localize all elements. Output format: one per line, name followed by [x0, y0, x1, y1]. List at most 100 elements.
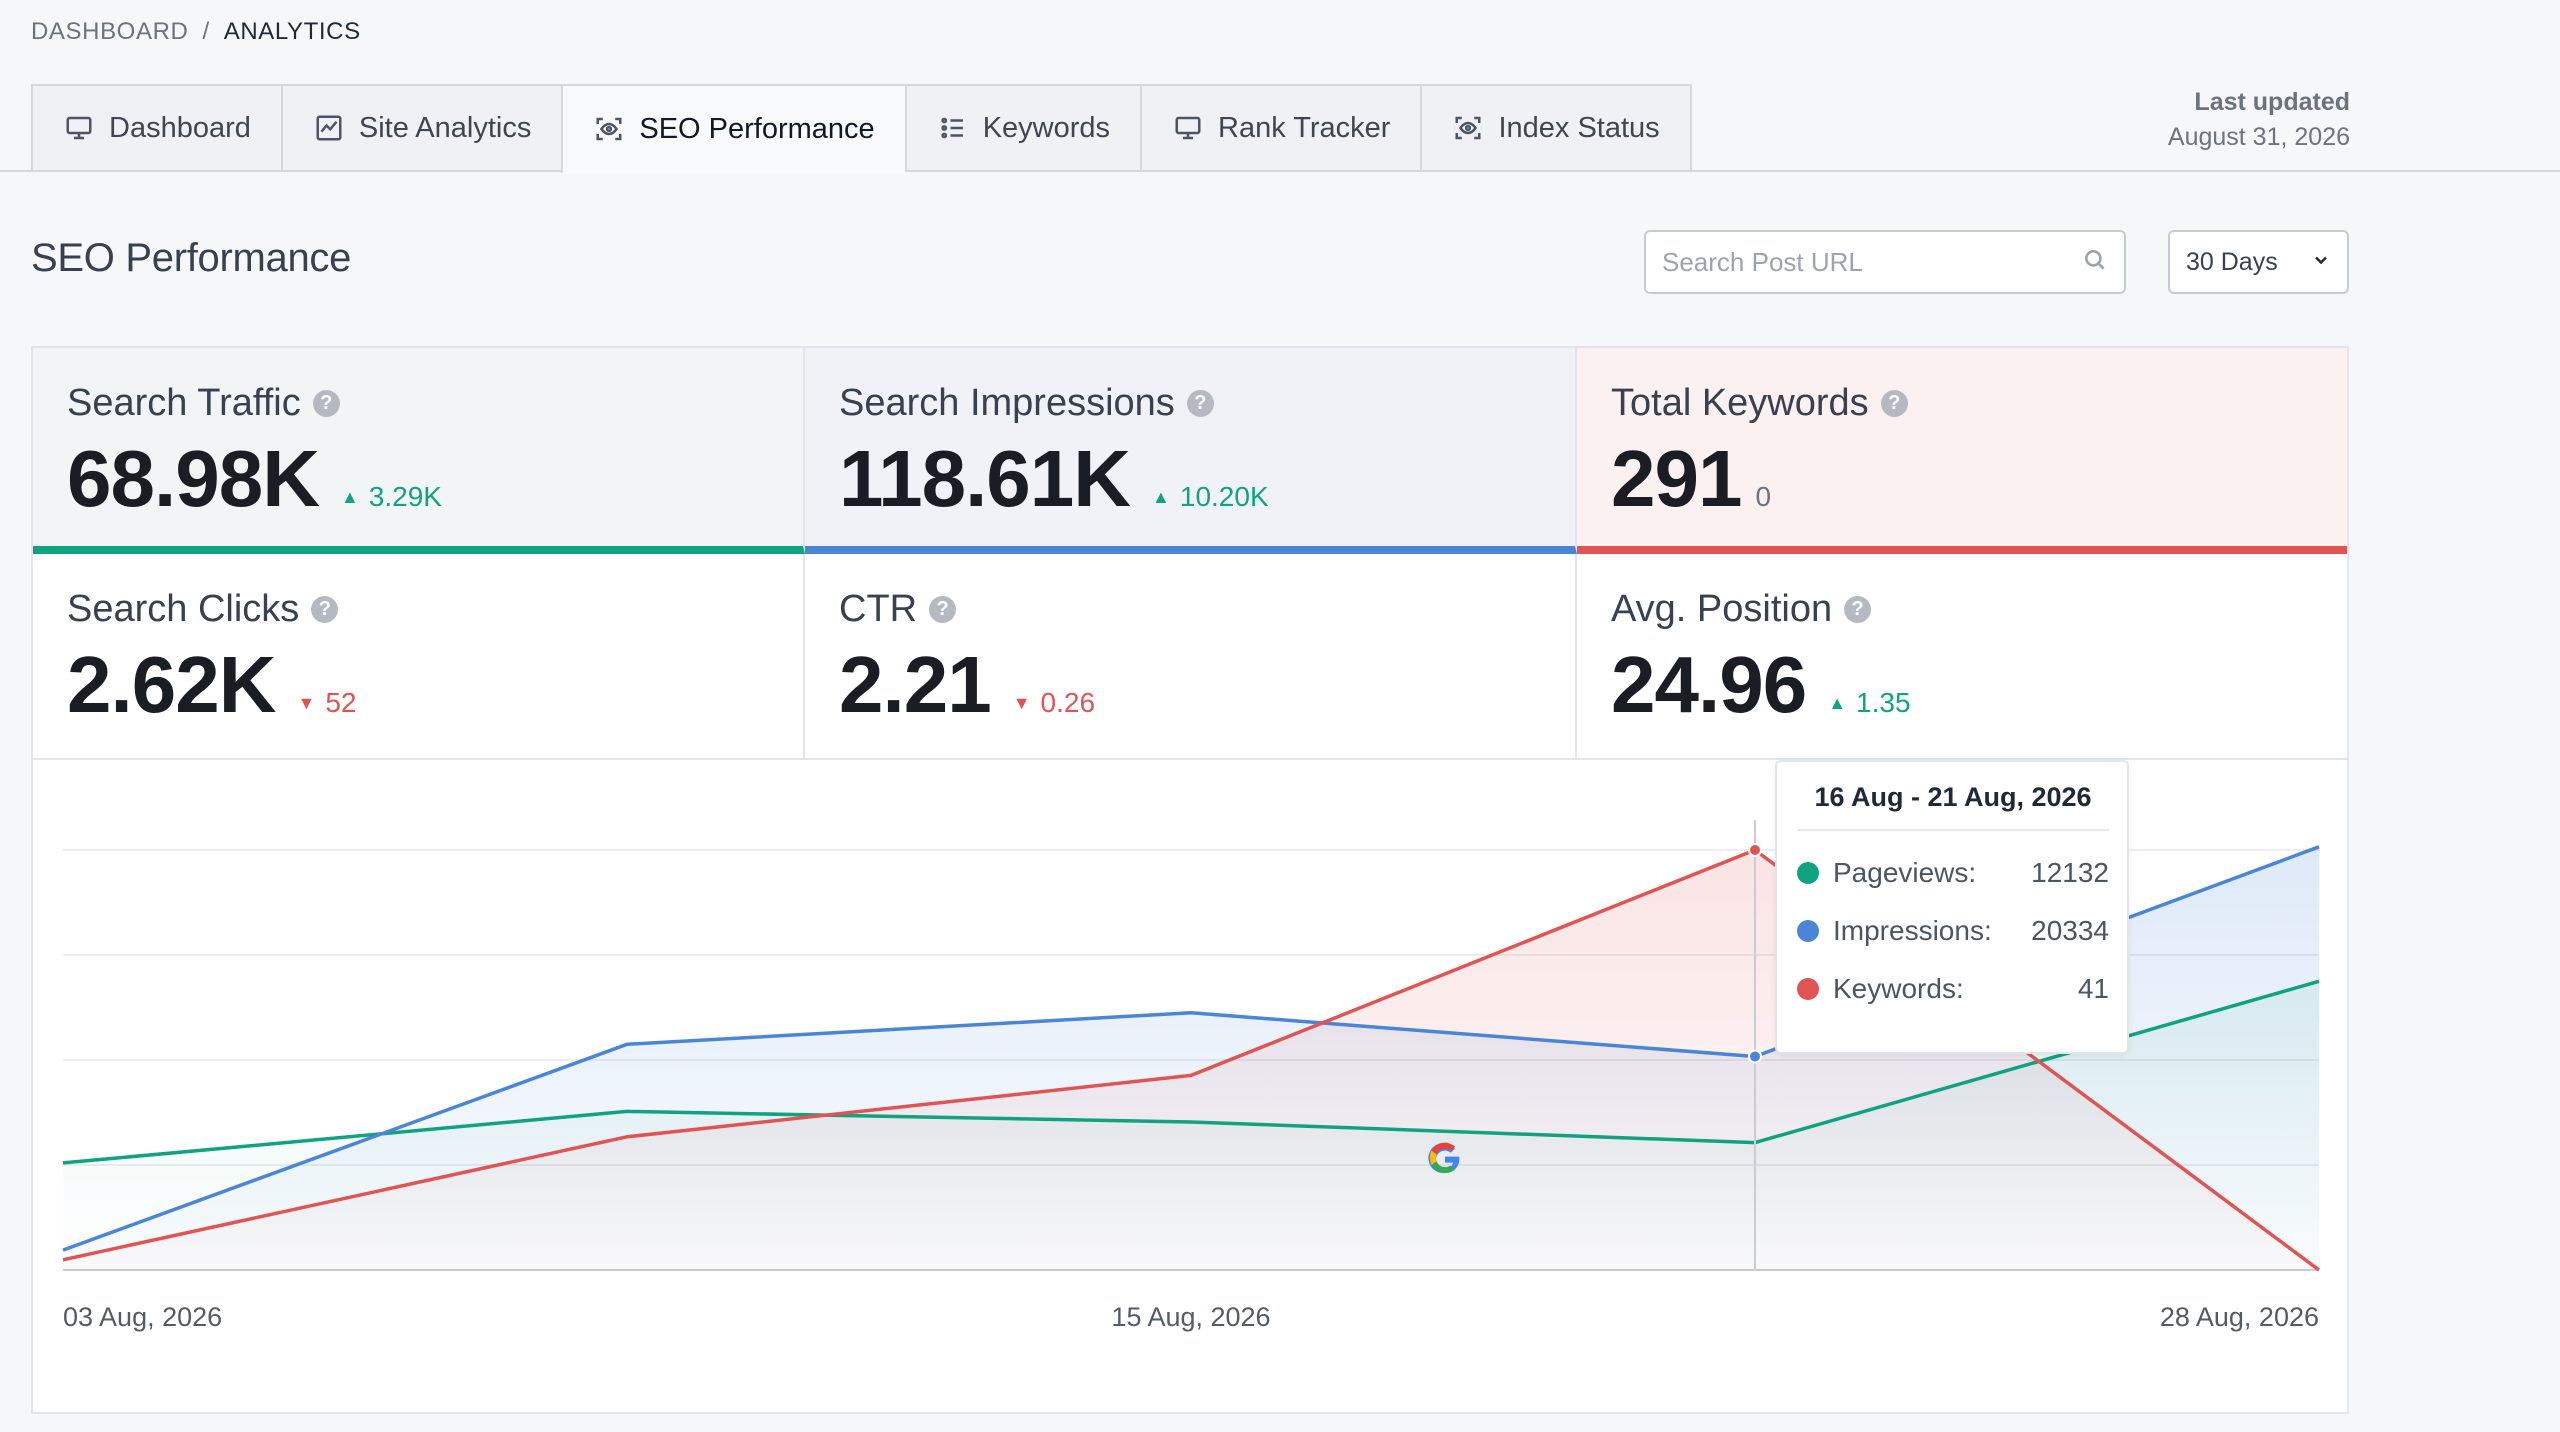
stat-delta: ▲ 3.29K: [341, 481, 442, 513]
x-tick-label: 03 Aug, 2026: [63, 1302, 222, 1332]
stat-ctr: CTR? 2.21 ▼ 0.26: [805, 554, 1577, 760]
stat-delta-value: 10.20K: [1179, 481, 1269, 512]
monitor-icon: [63, 112, 95, 144]
stat-avg-position: Avg. Position? 24.96 ▲ 1.35: [1577, 554, 2347, 760]
stat-delta: ▲ 1.35: [1828, 687, 1910, 719]
stat-value: 68.98K: [67, 434, 320, 523]
search-input[interactable]: [1662, 246, 2082, 278]
tab-list: Dashboard Site Analytics SEO Performance…: [31, 84, 1692, 174]
eye-scan-icon: [593, 113, 625, 145]
last-updated: Last updated August 31, 2026: [2168, 85, 2350, 155]
stat-delta-value: 3.29K: [368, 481, 442, 512]
help-icon[interactable]: ?: [1186, 390, 1214, 417]
stat-delta: ▼ 52: [297, 687, 356, 719]
keywords-dot-icon: [1797, 978, 1819, 1000]
search-icon[interactable]: [2082, 247, 2108, 278]
tooltip-row-label: Pageviews:: [1833, 857, 1977, 888]
line-chart-icon: [313, 112, 345, 144]
search-post-url: [1644, 230, 2126, 294]
help-icon[interactable]: ?: [929, 596, 957, 623]
tab-index-status[interactable]: Index Status: [1420, 84, 1692, 172]
eye-scan-icon: [1452, 112, 1484, 144]
help-icon[interactable]: ?: [1880, 390, 1908, 417]
tab-label: Index Status: [1498, 111, 1660, 144]
stat-search-clicks: Search Clicks? 2.62K ▼ 52: [33, 554, 805, 760]
tooltip-row-label: Keywords:: [1833, 973, 1964, 1004]
stat-delta: ▲ 10.20K: [1152, 481, 1269, 513]
impressions-dot-icon: [1797, 920, 1819, 942]
stat-value: 24.96: [1611, 640, 1807, 729]
stat-search-traffic: Search Traffic? 68.98K ▲ 3.29K: [33, 348, 805, 554]
date-range-select[interactable]: 30 Days: [2168, 230, 2349, 294]
breadcrumb: DASHBOARD / ANALYTICS: [31, 18, 361, 46]
stat-label: Search Traffic: [67, 382, 301, 424]
tooltip-row-value: 41: [2077, 973, 2109, 1004]
tooltip-title: 16 Aug - 21 Aug, 2026: [1797, 782, 2109, 831]
breadcrumb-dashboard-link[interactable]: DASHBOARD: [31, 18, 189, 45]
chart-tooltip: 16 Aug - 21 Aug, 2026 Pageviews: 12132 I…: [1775, 760, 2129, 1054]
tab-keywords[interactable]: Keywords: [904, 84, 1141, 172]
tab-dashboard[interactable]: Dashboard: [31, 84, 281, 172]
stat-value: 118.61K: [839, 434, 1131, 523]
stat-delta: 0: [1755, 481, 1771, 513]
x-tick-label: 15 Aug, 2026: [1111, 1302, 1270, 1332]
tab-label: SEO Performance: [639, 112, 875, 145]
arrow-up-icon: ▲: [1152, 487, 1170, 507]
stat-delta-value: 1.35: [1856, 687, 1911, 718]
pageviews-series-line: [62, 979, 2320, 1165]
pageviews-dot-icon: [1797, 862, 1819, 884]
stat-label: Total Keywords: [1611, 382, 1869, 424]
tooltip-row-keywords: Keywords: 41: [1797, 973, 2109, 1005]
tooltip-row-label: Impressions:: [1833, 915, 1992, 946]
stat-delta: ▼ 0.26: [1013, 687, 1095, 719]
tab-label: Keywords: [982, 111, 1111, 144]
stat-value: 291: [1611, 434, 1742, 523]
tab-seo-performance[interactable]: SEO Performance: [561, 84, 905, 174]
stat-search-impressions: Search Impressions? 118.61K ▲ 10.20K: [805, 348, 1577, 554]
arrow-down-icon: ▼: [297, 693, 316, 713]
impressions-point: [1748, 1049, 1762, 1064]
tab-label: Dashboard: [109, 111, 251, 144]
stat-value: 2.62K: [67, 640, 276, 729]
last-updated-date: August 31, 2026: [2167, 123, 2350, 151]
stat-delta-value: 0: [1755, 481, 1772, 512]
arrow-up-icon: ▲: [340, 487, 359, 507]
help-icon[interactable]: ?: [312, 390, 340, 417]
help-icon[interactable]: ?: [1844, 596, 1872, 623]
page-title: SEO Performance: [31, 236, 352, 280]
stat-total-keywords: Total Keywords? 291 0: [1577, 348, 2347, 554]
tooltip-row-pageviews: Pageviews: 12132: [1797, 857, 2109, 889]
chart-svg: 03 Aug, 2026 15 Aug, 2026 28 Aug, 2026: [62, 820, 2321, 1332]
stat-delta-value: 52: [325, 687, 357, 718]
list-icon: [937, 112, 969, 144]
tooltip-row-impressions: Impressions: 20334: [1797, 915, 2109, 947]
stat-label: Avg. Position: [1611, 588, 1833, 630]
stat-label: CTR: [839, 588, 918, 630]
help-icon[interactable]: ?: [311, 596, 339, 623]
chart-markers: [1748, 820, 1762, 1270]
tabs-bar: Dashboard Site Analytics SEO Performance…: [0, 84, 2560, 174]
tab-site-analytics[interactable]: Site Analytics: [280, 84, 562, 172]
stat-delta-value: 0.26: [1040, 687, 1096, 718]
chevron-down-icon: [2311, 248, 2331, 277]
stat-label: Search Clicks: [67, 588, 300, 630]
tab-rank-tracker[interactable]: Rank Tracker: [1140, 84, 1421, 172]
stat-label: Search Impressions: [839, 382, 1175, 424]
arrow-up-icon: ▲: [1828, 693, 1847, 713]
performance-chart[interactable]: 03 Aug, 2026 15 Aug, 2026 28 Aug, 2026: [33, 760, 2347, 1414]
chart-x-axis: 03 Aug, 2026 15 Aug, 2026 28 Aug, 2026: [63, 1302, 2319, 1332]
tooltip-row-value: 20334: [2031, 915, 2109, 946]
tooltip-row-value: 12132: [2031, 857, 2109, 888]
last-updated-label: Last updated: [2194, 88, 2350, 116]
breadcrumb-separator: /: [202, 18, 210, 45]
date-range-value: 30 Days: [2186, 247, 2278, 276]
arrow-down-icon: ▼: [1012, 693, 1031, 713]
x-tick-label: 28 Aug, 2026: [2160, 1302, 2319, 1332]
breadcrumb-current: ANALYTICS: [223, 18, 361, 45]
tab-label: Rank Tracker: [1218, 111, 1391, 144]
seo-performance-panel: Search Traffic? 68.98K ▲ 3.29K Search Imp…: [31, 346, 2349, 1414]
tab-label: Site Analytics: [358, 111, 532, 144]
stat-value: 2.21: [839, 640, 992, 729]
google-icon: [1428, 1142, 1460, 1174]
monitor-icon: [1172, 112, 1204, 144]
